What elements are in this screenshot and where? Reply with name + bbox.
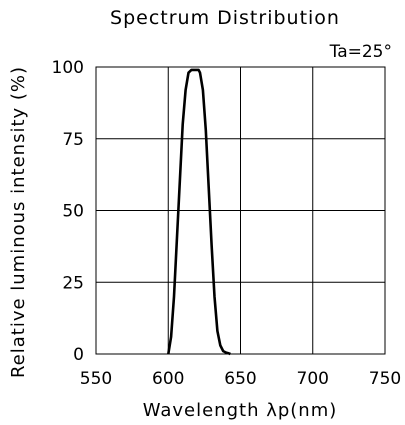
y-tick-label: 75 <box>62 130 84 150</box>
y-tick-labels: 0 25 50 75 100 <box>52 58 84 365</box>
y-axis-label: Relative luminous intensity (%) <box>8 66 29 378</box>
x-tick-label: 600 <box>152 369 184 389</box>
spectrum-curve <box>167 68 231 356</box>
x-tick-label: 650 <box>224 369 256 389</box>
y-tick-label: 50 <box>62 202 84 222</box>
series-group <box>167 68 231 356</box>
y-tick-label: 100 <box>52 58 84 78</box>
y-tick-label: 25 <box>62 273 84 293</box>
y-tick-label: 0 <box>73 345 84 365</box>
plot-frame <box>95 66 386 355</box>
x-tick-label: 700 <box>297 369 329 389</box>
x-tick-labels: 550 600 650 700 750 <box>80 369 401 389</box>
grid <box>96 66 385 354</box>
x-tick-label: 550 <box>80 369 112 389</box>
chart-title: Spectrum Distribution <box>110 7 340 29</box>
x-axis-label: Wavelength λp(nm) <box>143 400 338 421</box>
temperature-annotation: Ta=25° <box>329 42 392 62</box>
x-tick-label: 750 <box>369 369 401 389</box>
